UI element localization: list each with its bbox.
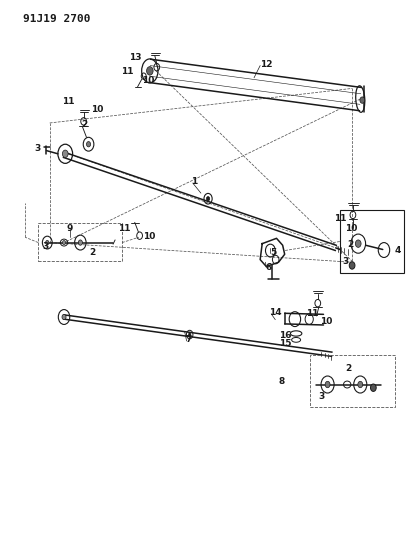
Text: 11: 11 xyxy=(306,309,318,318)
Text: 10: 10 xyxy=(344,224,357,233)
Text: 10: 10 xyxy=(91,105,103,114)
Text: 11: 11 xyxy=(121,68,133,76)
Circle shape xyxy=(188,333,191,336)
Text: 2: 2 xyxy=(344,364,351,373)
Text: 15: 15 xyxy=(278,338,290,348)
Text: 9: 9 xyxy=(67,224,73,233)
Text: 1: 1 xyxy=(190,177,196,186)
Circle shape xyxy=(146,67,153,75)
Text: 10: 10 xyxy=(319,317,332,326)
Text: 2: 2 xyxy=(346,240,352,249)
Text: 91J19 2700: 91J19 2700 xyxy=(23,14,90,24)
Text: 7: 7 xyxy=(185,335,191,344)
Circle shape xyxy=(324,381,329,387)
Circle shape xyxy=(62,314,66,320)
Circle shape xyxy=(348,262,354,269)
Text: 3: 3 xyxy=(34,144,40,153)
Circle shape xyxy=(206,197,209,201)
Circle shape xyxy=(45,240,49,245)
Circle shape xyxy=(62,240,65,245)
Text: 11: 11 xyxy=(333,214,345,223)
Text: 3: 3 xyxy=(342,257,348,265)
Text: 16: 16 xyxy=(278,331,290,340)
Circle shape xyxy=(78,240,82,245)
Text: 5: 5 xyxy=(270,248,276,257)
Circle shape xyxy=(62,150,68,158)
Text: 4: 4 xyxy=(393,246,400,255)
Bar xyxy=(309,356,394,407)
Text: 13: 13 xyxy=(129,53,142,62)
Text: 3: 3 xyxy=(42,242,49,251)
Text: 11: 11 xyxy=(62,97,74,106)
Text: 8: 8 xyxy=(278,377,284,386)
Text: 11: 11 xyxy=(118,224,130,233)
Bar xyxy=(339,210,403,273)
Text: 3: 3 xyxy=(318,392,324,401)
Circle shape xyxy=(357,381,362,387)
Text: 12: 12 xyxy=(260,60,272,69)
Text: 14: 14 xyxy=(268,308,281,317)
Text: 10: 10 xyxy=(143,232,155,241)
Text: 2: 2 xyxy=(89,248,95,257)
Text: 6: 6 xyxy=(265,263,271,272)
Text: 10: 10 xyxy=(142,76,154,85)
Circle shape xyxy=(86,142,90,147)
Circle shape xyxy=(359,97,364,103)
Circle shape xyxy=(355,240,360,247)
Text: 2: 2 xyxy=(81,119,88,128)
Circle shape xyxy=(370,384,375,391)
Bar xyxy=(38,223,122,261)
